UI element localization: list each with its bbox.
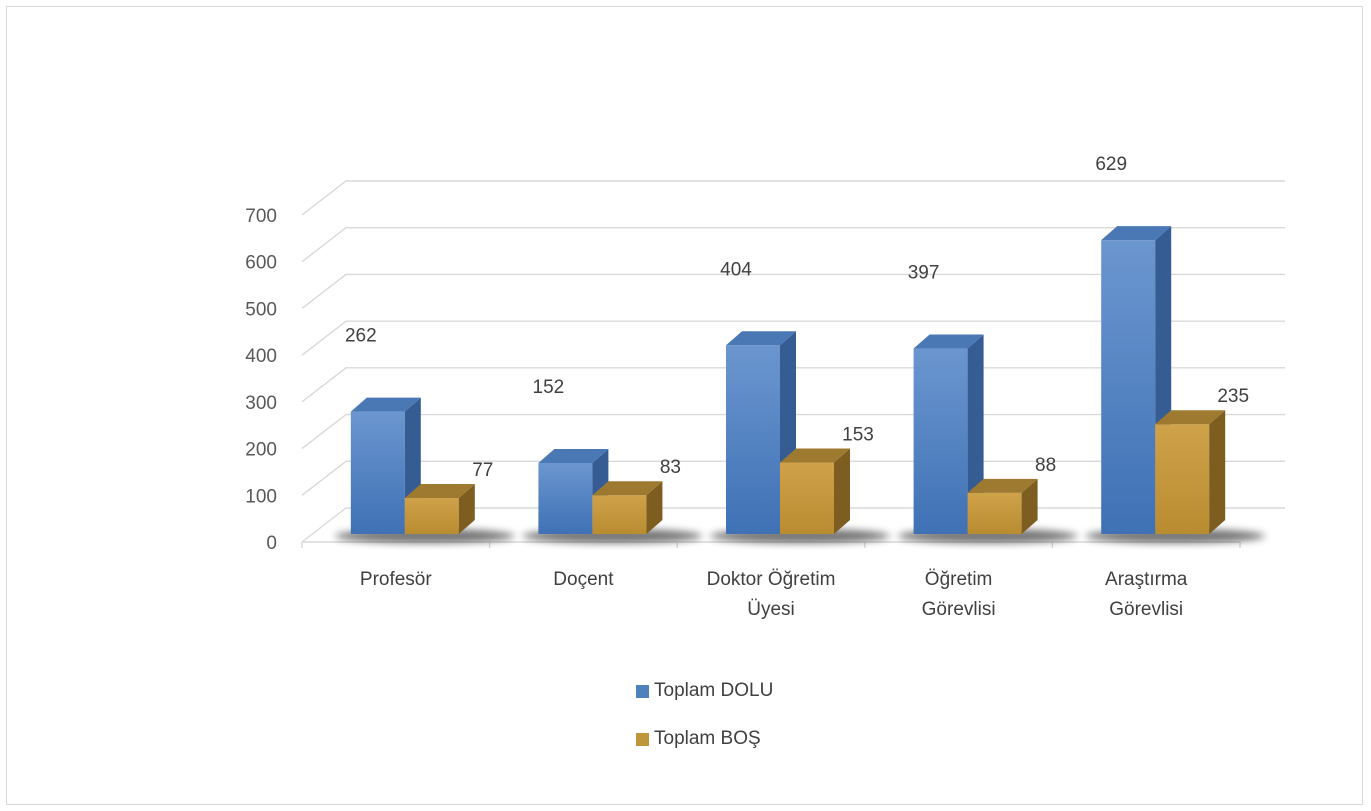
- bar-0-top: [1101, 226, 1172, 241]
- category-label: Profesör: [360, 569, 432, 590]
- bar-1-front: [967, 492, 1022, 534]
- bar-0-top: [350, 397, 421, 412]
- labels-layer: 0 100 200 300 400 500 600 700 262 77 Profesör 152 83…: [245, 154, 1249, 620]
- bar-1-side: [646, 481, 663, 534]
- gridline: [301, 180, 1285, 216]
- category-label: Doktor Öğretim: [707, 569, 836, 590]
- category-label: Doçent: [553, 569, 614, 590]
- legend-item-dolu: Toplam DOLU: [636, 680, 773, 702]
- bar-0-front: [350, 411, 405, 534]
- category-label: Üyesi: [747, 599, 795, 620]
- data-label: 397: [908, 263, 940, 284]
- bar-1-side: [1021, 478, 1038, 534]
- bar-1-side: [458, 484, 475, 534]
- legend-label-bos: Toplam BOŞ: [654, 728, 761, 749]
- data-label: 262: [345, 326, 377, 347]
- bar-1-top: [592, 481, 663, 496]
- bar-1-side: [834, 448, 850, 534]
- data-label: 77: [472, 460, 493, 481]
- y-tick-label: 400: [245, 346, 277, 367]
- bar-1-top: [967, 478, 1038, 493]
- data-label: 404: [720, 259, 752, 280]
- gridline: [301, 320, 1285, 356]
- data-label: 88: [1035, 455, 1056, 476]
- data-label: 152: [533, 377, 565, 398]
- bar-1-front: [404, 498, 459, 534]
- category-label: Görevlisi: [922, 599, 996, 620]
- y-tick-label: 0: [266, 533, 277, 554]
- gridline: [301, 227, 1285, 263]
- bar-0-front: [726, 345, 780, 534]
- category-label: Öğretim: [925, 569, 993, 590]
- data-label: 83: [660, 457, 681, 478]
- bar-0-front: [913, 348, 968, 534]
- bars-layer: [334, 226, 1266, 543]
- bar-0-top: [726, 331, 796, 346]
- category-label: Görevlisi: [1109, 599, 1183, 620]
- y-tick-label: 200: [245, 440, 277, 461]
- bar-1-front: [592, 495, 647, 534]
- bar-1-top: [404, 484, 475, 499]
- bar-0-front: [538, 462, 593, 534]
- bar-1-front: [1155, 424, 1210, 534]
- y-tick-label: 600: [245, 253, 277, 274]
- bar-1-top: [780, 448, 850, 463]
- legend-label-dolu: Toplam DOLU: [654, 680, 774, 701]
- bar-0-top: [538, 448, 609, 463]
- gridline: [301, 273, 1285, 309]
- legend-item-bos: Toplam BOŞ: [636, 728, 761, 750]
- data-label: 153: [842, 425, 874, 446]
- data-label: 629: [1095, 154, 1127, 175]
- y-tick-label: 700: [245, 206, 277, 227]
- y-tick-label: 500: [245, 299, 277, 320]
- data-label: 235: [1217, 386, 1249, 407]
- category-label: Araştırma: [1105, 569, 1188, 590]
- legend-swatch-dolu: [636, 684, 649, 698]
- bar-1-top: [1155, 410, 1226, 425]
- bar-1-front: [780, 462, 834, 534]
- y-tick-label: 300: [245, 393, 277, 414]
- y-tick-label: 100: [245, 486, 277, 507]
- bar-0-front: [1101, 240, 1156, 534]
- legend-swatch-bos: [636, 732, 649, 746]
- bar-1-side: [1209, 410, 1226, 534]
- bar-0-top: [913, 334, 984, 349]
